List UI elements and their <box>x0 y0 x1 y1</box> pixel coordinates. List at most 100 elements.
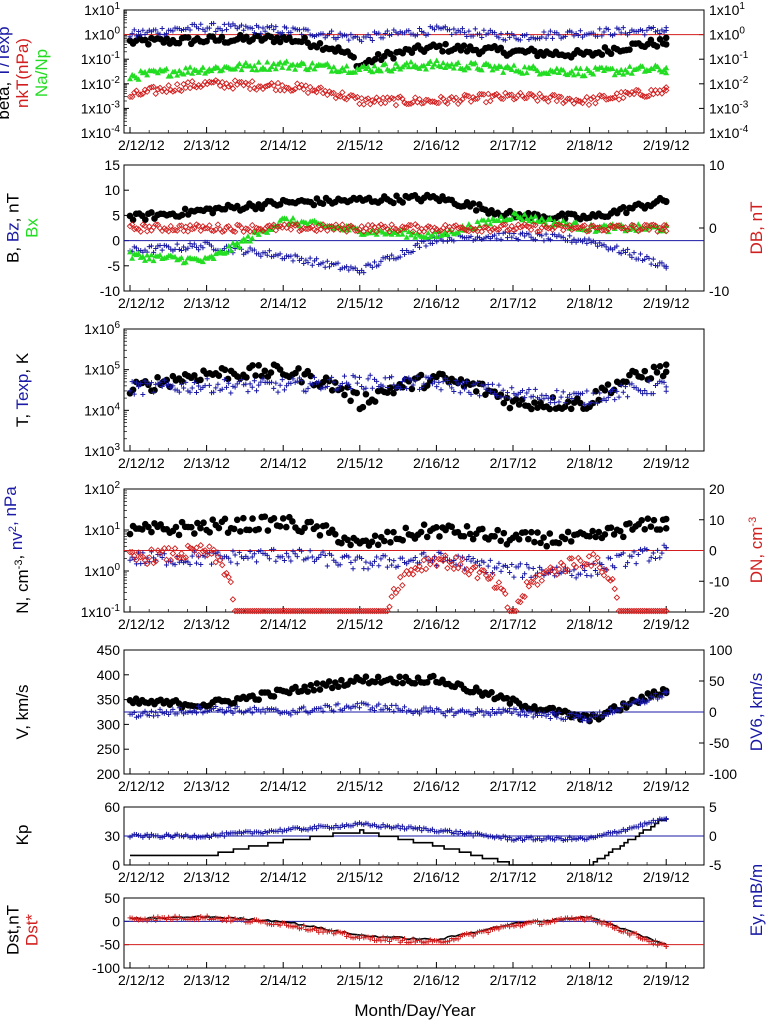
data-point <box>489 66 496 73</box>
data-point <box>337 30 343 36</box>
data-point <box>429 63 436 70</box>
data-point <box>455 59 462 66</box>
data-point <box>554 388 560 394</box>
data-point <box>281 387 287 393</box>
data-point <box>354 34 360 40</box>
data-point <box>582 567 588 573</box>
data-point <box>539 34 545 40</box>
date-tick-label: 2/12/12 <box>118 295 165 311</box>
data-point <box>609 575 616 583</box>
y2-axis-label-N: DN, cm-3 <box>747 517 766 583</box>
data-point <box>555 539 563 547</box>
data-point <box>474 379 480 385</box>
data-point <box>249 221 256 229</box>
data-point <box>438 550 444 556</box>
data-point <box>296 607 303 615</box>
data-point <box>624 607 631 615</box>
data-point <box>423 678 431 686</box>
data-point <box>169 227 177 234</box>
data-point <box>601 387 609 394</box>
data-point <box>504 30 510 36</box>
data-point <box>277 382 283 388</box>
data-point <box>551 68 558 75</box>
data-point <box>502 394 508 400</box>
data-point <box>270 60 277 66</box>
data-point <box>622 384 628 390</box>
y-axis-label-V: V, km/s <box>13 684 32 739</box>
data-point <box>525 90 533 98</box>
data-point <box>620 203 627 211</box>
data-point <box>549 704 557 712</box>
data-point <box>262 66 269 72</box>
data-point <box>492 232 498 238</box>
data-point <box>133 33 139 39</box>
data-point <box>580 239 586 245</box>
data-point <box>261 367 269 375</box>
data-point <box>530 393 536 399</box>
data-point <box>408 377 414 383</box>
data-point <box>243 374 250 381</box>
data-point <box>431 61 438 67</box>
data-point <box>640 823 646 829</box>
data-point <box>618 382 624 388</box>
data-point <box>300 60 307 67</box>
data-point <box>614 388 620 394</box>
data-point <box>221 515 229 523</box>
data-point <box>146 223 153 230</box>
data-point <box>590 71 597 77</box>
data-point <box>151 914 157 920</box>
data-point <box>482 571 490 579</box>
data-point <box>545 711 551 717</box>
data-point <box>329 374 335 380</box>
data-point <box>453 30 459 36</box>
data-point <box>589 527 596 535</box>
data-point <box>151 249 157 255</box>
data-point <box>499 586 507 594</box>
data-point <box>435 227 443 235</box>
data-point <box>283 58 290 64</box>
data-point <box>592 533 600 541</box>
date-tick-label: 2/14/12 <box>260 616 307 632</box>
data-point <box>225 573 232 581</box>
data-point <box>214 78 222 86</box>
data-point <box>348 559 354 565</box>
data-point <box>186 222 194 229</box>
data-point <box>566 555 573 562</box>
data-point <box>367 229 374 236</box>
y-tick-label: 1x105 <box>84 361 120 378</box>
data-point <box>210 227 217 235</box>
data-point <box>557 93 565 101</box>
data-point <box>476 569 483 576</box>
data-point <box>133 556 140 564</box>
data-point <box>502 37 508 43</box>
data-point <box>487 97 494 105</box>
data-point <box>247 381 253 387</box>
date-tick-label: 2/13/12 <box>183 972 230 988</box>
data-point <box>552 400 558 406</box>
data-point <box>637 701 643 707</box>
data-point <box>208 550 215 557</box>
data-point <box>184 69 191 75</box>
data-point <box>506 404 514 412</box>
data-point <box>276 522 284 530</box>
data-point <box>126 530 134 538</box>
data-point <box>326 704 332 710</box>
data-point <box>199 64 206 70</box>
data-point <box>449 385 455 391</box>
data-point <box>562 400 568 406</box>
data-point <box>504 227 511 234</box>
data-point <box>630 607 638 615</box>
data-point <box>597 918 603 924</box>
data-point <box>145 41 152 48</box>
data-point <box>154 69 161 76</box>
data-point <box>175 39 183 47</box>
data-point <box>301 683 308 691</box>
data-point <box>319 200 327 207</box>
data-point <box>371 532 379 540</box>
data-point <box>539 233 545 239</box>
data-point <box>371 98 378 105</box>
y2-tick-label: -5 <box>709 857 722 873</box>
data-point <box>635 87 642 94</box>
data-point <box>494 393 500 399</box>
data-point <box>509 385 515 391</box>
